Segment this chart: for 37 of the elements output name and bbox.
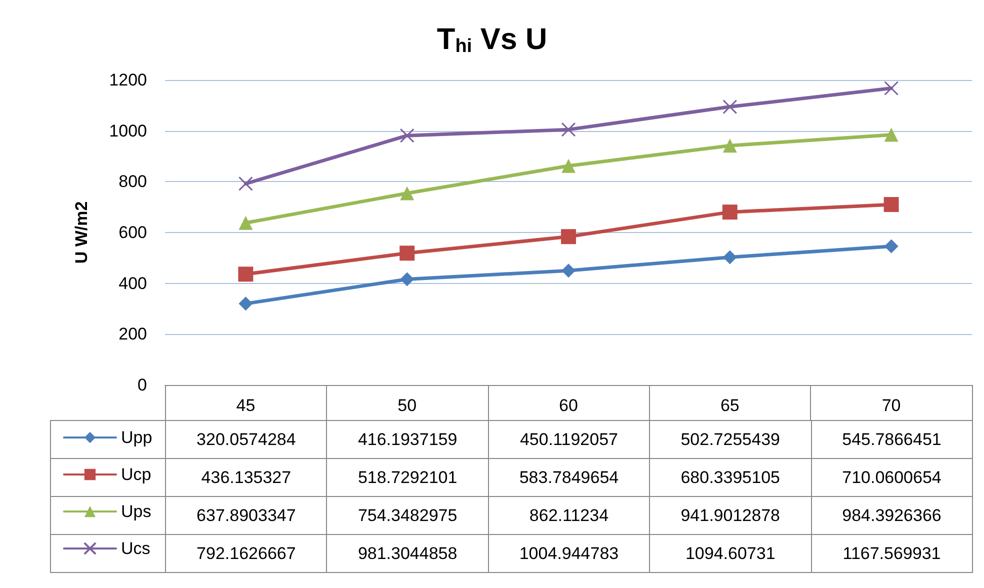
data-label: 981.3044858	[326, 534, 488, 572]
data-label: 984.3926366	[811, 496, 972, 534]
data-label: 320.0574284	[166, 420, 327, 458]
data-label: 545.7866451	[811, 420, 972, 458]
data-label: 862.11234	[488, 496, 650, 534]
y-tick-label: 400	[118, 274, 147, 293]
data-label: 710.0600654	[811, 458, 972, 496]
y-tick-label: 800	[118, 172, 147, 192]
y-tick-label: 1000	[109, 121, 147, 140]
x-tick-label: 60	[559, 396, 578, 415]
data-label: 637.8903347	[166, 496, 327, 534]
x-tick-label: 50	[398, 396, 417, 415]
y-tick-label: 600	[118, 223, 147, 242]
data-label: 941.9012878	[650, 496, 812, 534]
x-tick-label: 70	[882, 396, 901, 415]
data-label: 436.135327	[166, 458, 327, 496]
y-tick-label: 0	[138, 376, 147, 394]
legend-label: Upp	[121, 428, 152, 447]
x-tick-label: 65	[720, 396, 740, 415]
data-label: 1094.60731	[650, 534, 812, 572]
data-label: 416.1937159	[326, 420, 488, 458]
data-label: 792.1626667	[166, 534, 327, 572]
data-label: 1004.944783	[488, 534, 650, 572]
data-label: 450.1192057	[488, 420, 650, 458]
legend-label: Ucp	[121, 465, 152, 484]
data-label: 518.7292101	[326, 458, 488, 496]
y-axis-title: U W/m2	[72, 201, 91, 264]
legend-label: Ups	[121, 502, 152, 521]
legend-label: Ucs	[121, 539, 150, 558]
data-label: 1167.569931	[811, 534, 972, 572]
y-tick-label: 200	[118, 324, 147, 344]
data-label: 502.7255439	[650, 420, 812, 458]
y-tick-label: 1200	[109, 70, 147, 90]
data-label: 754.3482975	[326, 496, 488, 534]
x-tick-label: 45	[236, 396, 256, 415]
data-label: 583.7849654	[488, 458, 650, 496]
data-label: 680.3395105	[650, 458, 812, 496]
